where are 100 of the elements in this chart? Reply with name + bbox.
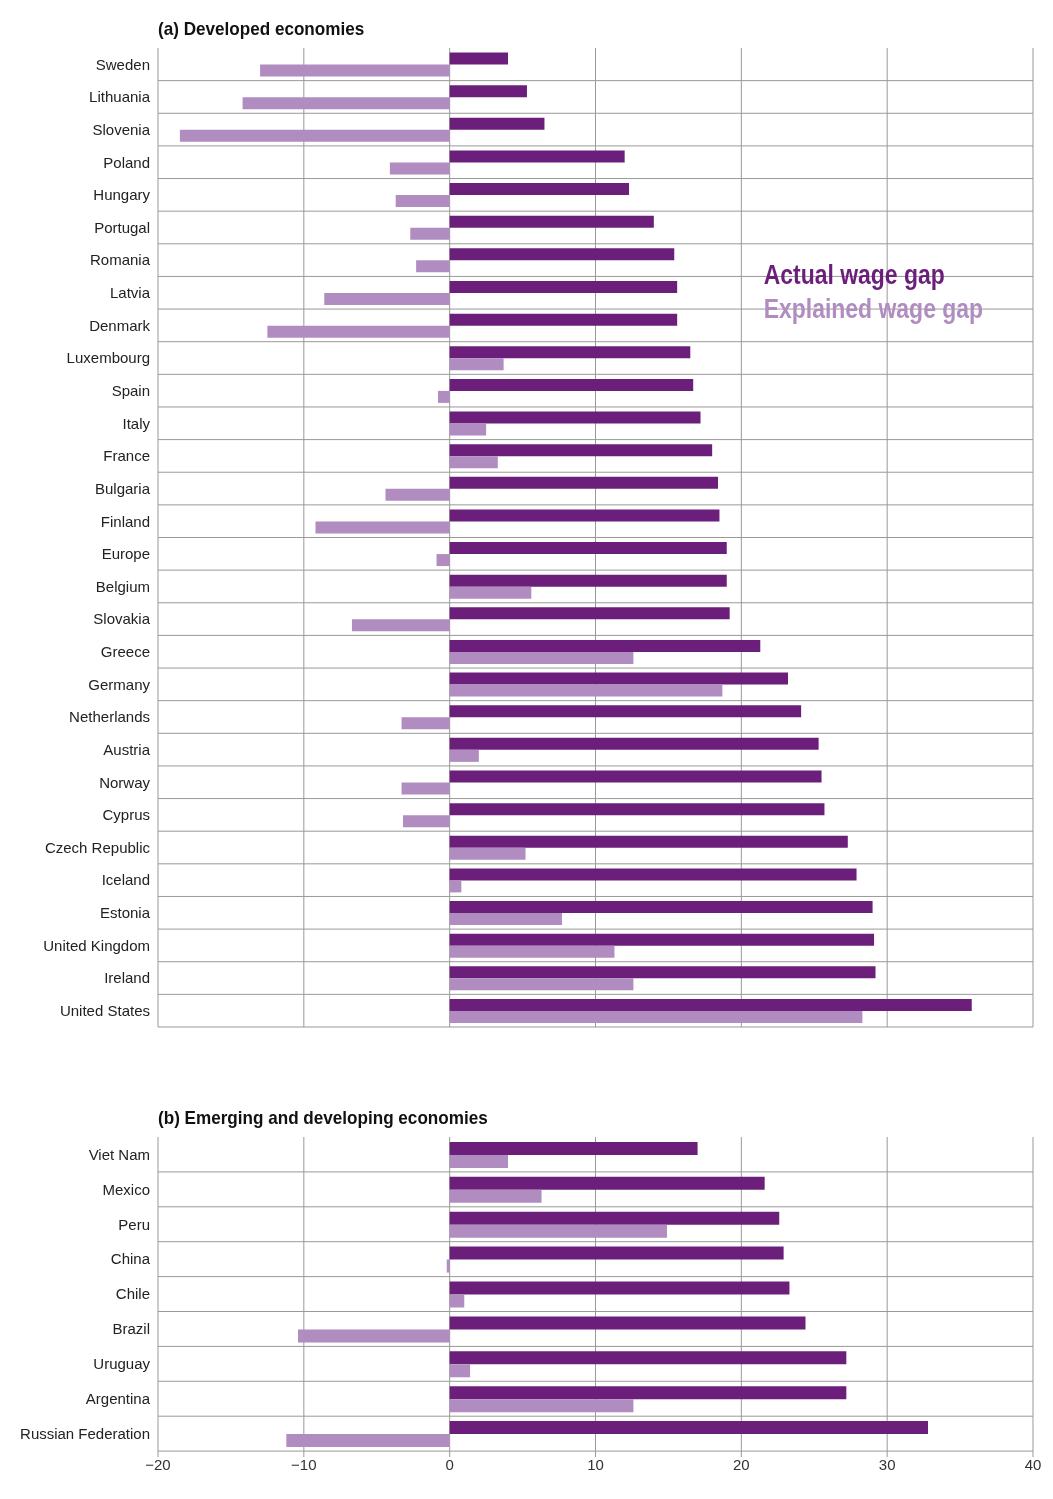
y-tick-label: Peru [118,1215,151,1233]
bar [449,607,730,620]
bar [449,672,788,685]
bar [449,1189,542,1203]
y-tick-label: Spain [111,381,150,399]
bar [449,248,675,261]
y-tick-label: Greece [100,643,150,661]
y-tick-label: Denmark [89,316,151,334]
y-tick-label: Lithuania [89,88,151,106]
bar [449,1010,863,1023]
bar [449,423,487,436]
bar [260,64,450,77]
y-tick-label: Romania [89,251,151,269]
bar [242,97,450,110]
bar [389,162,450,175]
bar [449,998,972,1011]
bar [449,945,615,958]
y-tick-label: France [103,447,150,465]
bar [449,803,825,816]
bar [449,1176,765,1190]
y-tick-label: Russian Federation [20,1424,151,1442]
bar [401,782,450,795]
bar [385,488,450,501]
bar [449,1281,790,1295]
y-tick-label: Sweden [95,55,150,73]
y-tick-label: Iceland [101,871,150,889]
bar [449,313,678,326]
y-tick-label: Bulgaria [94,479,151,497]
bar [449,1399,634,1413]
bar [449,770,822,783]
bar [449,737,819,750]
x-tick-label: 10 [587,1455,604,1473]
chart-title: (a) Developed economies [158,18,365,40]
y-tick-label: Netherlands [69,708,150,726]
y-tick-label: Argentina [85,1390,151,1408]
y-tick-label: Latvia [109,284,151,302]
y-tick-label: Cyprus [102,806,150,824]
y-tick-label: United Kingdom [43,936,150,954]
bar [315,521,450,534]
bar [449,901,873,914]
bar [449,52,508,65]
bar [449,476,718,489]
bar [449,880,462,893]
bar [449,150,625,163]
bar [449,1316,806,1330]
y-tick-label: Belgium [95,577,150,595]
bar [449,1154,508,1168]
bar [410,227,450,240]
bar [449,346,691,359]
y-tick-label: Ireland [104,969,150,987]
bar [449,651,634,664]
bar [449,749,479,762]
x-tick-label: −20 [145,1455,171,1473]
x-tick-label: 0 [445,1455,454,1473]
bar [449,183,630,196]
bar [449,1246,784,1260]
bar [449,215,654,228]
bar [298,1329,450,1343]
y-tick-label: Germany [88,675,151,693]
y-tick-label: Slovenia [92,120,151,138]
y-tick-label: Czech Republic [44,838,151,856]
bar [395,195,450,208]
bar [449,705,802,718]
bar [403,815,450,828]
bar [449,1294,465,1308]
bar [449,978,634,991]
y-tick-label: Chile [115,1285,151,1303]
bar [286,1434,450,1448]
y-tick-label: Norway [99,773,151,791]
y-tick-label: Brazil [112,1320,151,1338]
bar [436,554,450,567]
y-tick-label: Italy [122,414,151,432]
y-tick-label: Poland [103,153,150,171]
bar [449,913,562,926]
bar [449,117,545,130]
y-tick-label: Portugal [94,218,150,236]
y-tick-label: Viet Nam [88,1145,151,1163]
y-tick-label: Hungary [93,186,151,204]
bar [449,1224,667,1238]
x-tick-label: 20 [732,1455,750,1473]
bar [351,619,450,632]
bar [446,1259,450,1273]
x-tick-label: −10 [291,1455,317,1473]
y-tick-label: Europe [101,545,150,563]
chart-title: (b) Emerging and developing economies [158,1107,488,1129]
bar [416,260,450,273]
bar [449,281,678,293]
bar [449,574,727,587]
bar [449,444,713,457]
bar [449,933,875,946]
bar [449,835,848,848]
y-tick-label: Uruguay [93,1355,151,1373]
bar [449,542,727,555]
bar [449,868,857,881]
y-tick-label: Luxembourg [66,349,150,367]
bar [324,293,450,305]
bar [449,85,527,98]
text: Actual wage gap [763,259,946,292]
x-tick-label: 40 [1024,1455,1042,1473]
bar [449,411,701,424]
